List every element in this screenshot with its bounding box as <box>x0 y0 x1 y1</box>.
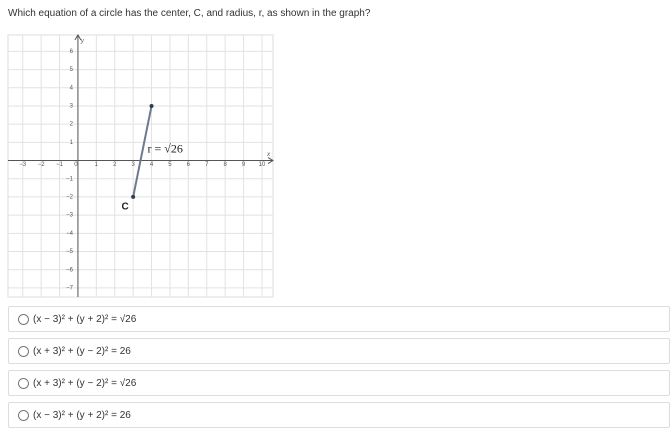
x-tick-label: 6 <box>187 162 191 168</box>
radio-button[interactable] <box>18 377 29 389</box>
x-tick-label: −3 <box>19 162 27 168</box>
option-text: (x + 3)² + (y − 2)² = √26 <box>33 377 137 389</box>
x-tick-label: 9 <box>242 162 246 168</box>
point <box>131 194 136 199</box>
radio-button[interactable] <box>18 313 29 325</box>
x-tick-label: 5 <box>168 162 172 168</box>
y-tick-label: −7 <box>66 285 74 291</box>
y-tick-label: −2 <box>66 195 74 201</box>
radius-label: r = √26 <box>148 141 183 155</box>
x-tick-label: 3 <box>131 162 135 168</box>
graph: −3 −2 −1 0 1 2 3 4 5 6 7 8 9 10 −7 −6 −5 −4 −3 −2 −1 1 2 3 4 5 6 x y… <box>7 34 274 298</box>
option-text: (x − 3)² + (y + 2)² = √26 <box>33 313 137 325</box>
x-tick-label: −1 <box>56 162 64 168</box>
x-tick-label: 4 <box>150 162 154 168</box>
plot-area <box>7 34 274 298</box>
answer-option[interactable]: (x − 3)² + (y + 2)² = 26 <box>8 402 670 428</box>
option-text: (x + 3)² + (y − 2)² = 26 <box>33 345 131 357</box>
y-tick-label: 5 <box>70 67 74 73</box>
answer-option[interactable]: (x + 3)² + (y − 2)² = 26 <box>8 338 670 364</box>
answer-option[interactable]: (x − 3)² + (y + 2)² = √26 <box>8 306 670 332</box>
option-text: (x − 3)² + (y + 2)² = 26 <box>33 409 131 421</box>
radius-segment <box>132 105 153 198</box>
x-axis-label: x <box>266 152 271 158</box>
x-tick-label: 8 <box>223 162 227 168</box>
answer-option[interactable]: (x + 3)² + (y − 2)² = √26 <box>8 370 670 396</box>
radio-button[interactable] <box>18 345 29 357</box>
y-tick-label: −4 <box>66 231 74 237</box>
x-tick-label: 2 <box>113 162 117 168</box>
y-tick-label: 4 <box>70 85 74 91</box>
y-tick-label: −1 <box>66 176 74 182</box>
y-tick-label: 3 <box>70 104 74 110</box>
x-tick-label: 1 <box>95 162 99 168</box>
y-tick-label: −5 <box>66 249 74 255</box>
y-tick-label: 6 <box>70 49 74 55</box>
y-axis-label: y <box>80 39 85 45</box>
x-tick-label: −2 <box>38 162 46 168</box>
question: Which equation of a circle has the cente… <box>8 8 371 19</box>
y-tick-label: −6 <box>66 267 74 273</box>
y-tick-label: −3 <box>66 213 74 219</box>
y-tick-label: 2 <box>70 122 74 128</box>
center-label: C <box>122 202 129 213</box>
y-arrow <box>74 34 82 41</box>
x-arrow <box>267 157 274 164</box>
y-tick-label: 1 <box>70 140 74 146</box>
point <box>149 103 154 108</box>
x-tick-label: 10 <box>259 162 266 168</box>
radio-button[interactable] <box>18 409 29 421</box>
x-tick-label: 7 <box>205 162 209 168</box>
x-tick-label: 0 <box>74 162 78 168</box>
